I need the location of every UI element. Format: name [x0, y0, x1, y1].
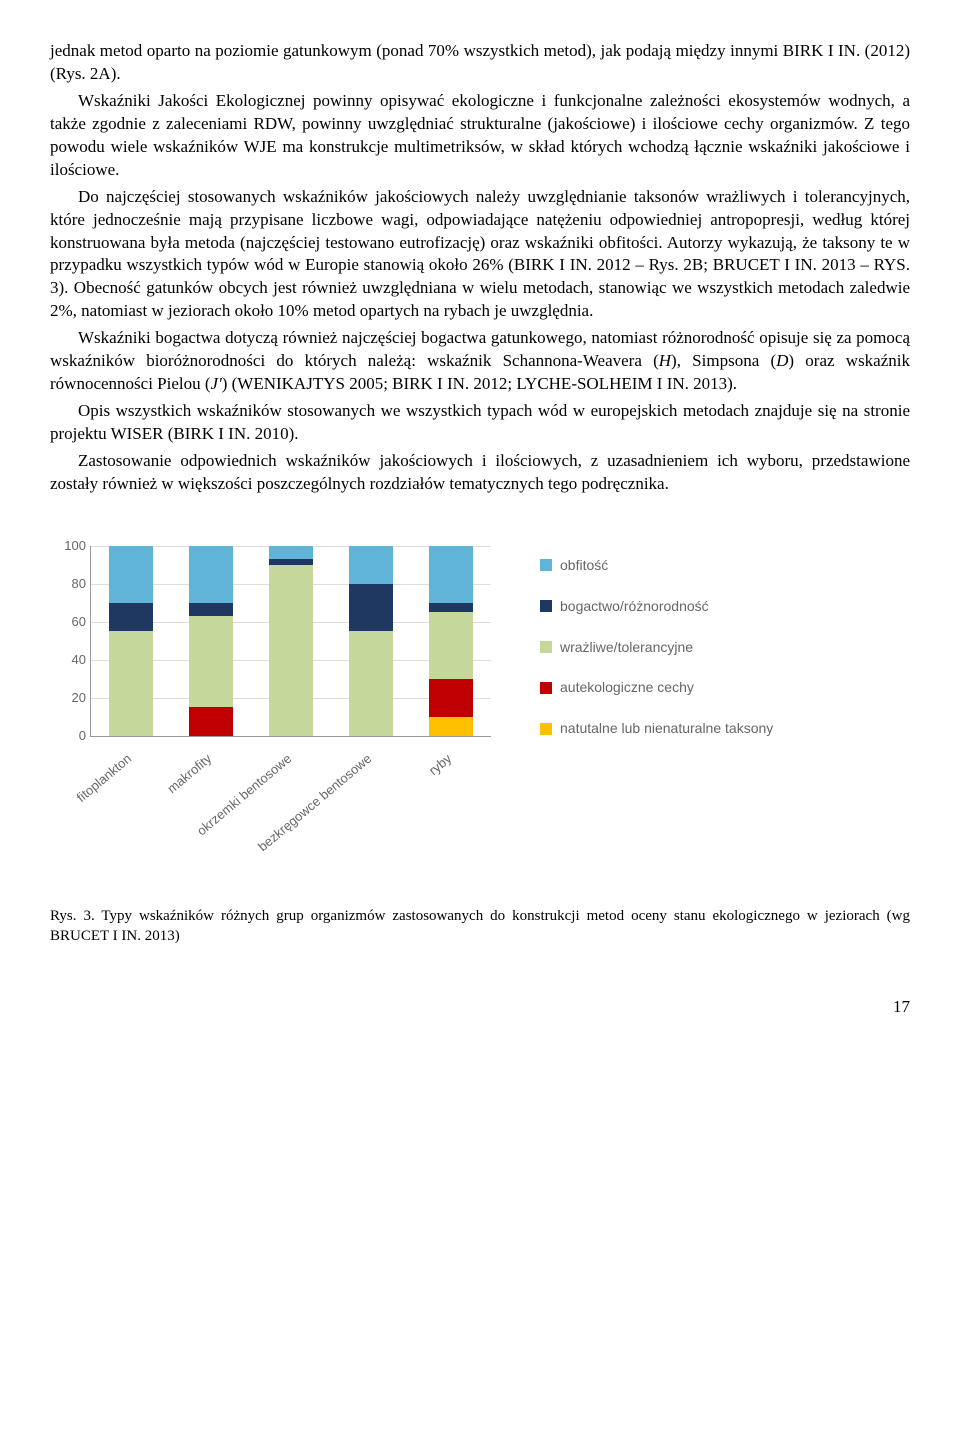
legend-label: bogactwo/różnorodność	[560, 597, 709, 616]
legend-item-obfitosc: obfitość	[540, 556, 773, 575]
bar-segment-bogactwo	[429, 603, 473, 613]
y-tick-label: 100	[60, 537, 86, 555]
bar-segment-wrazliwe	[429, 612, 473, 679]
x-tick-label: makrofity	[164, 750, 216, 797]
bar-segment-wrazliwe	[269, 565, 313, 736]
figure-3: 020406080100fitoplanktonmakrofityokrzemk…	[50, 536, 910, 876]
bar	[189, 546, 233, 736]
y-tick-label: 40	[60, 651, 86, 669]
paragraph-1: jednak metod oparto na poziomie gatunkow…	[50, 40, 910, 86]
bar	[349, 546, 393, 736]
bar-segment-wrazliwe	[189, 616, 233, 707]
bar-segment-wrazliwe	[109, 631, 153, 736]
bar-segment-natutalne	[429, 717, 473, 736]
bar-segment-obfitosc	[429, 546, 473, 603]
legend-swatch	[540, 559, 552, 571]
legend-item-autekologiczne: autekologiczne cechy	[540, 678, 773, 697]
bar	[109, 546, 153, 736]
legend-label: wrażliwe/tolerancyjne	[560, 638, 693, 657]
y-tick-label: 0	[60, 727, 86, 745]
paragraph-3: Do najczęściej stosowanych wskaźników ja…	[50, 186, 910, 324]
y-tick-label: 80	[60, 575, 86, 593]
y-tick-label: 60	[60, 613, 86, 631]
legend-swatch	[540, 600, 552, 612]
bar-segment-obfitosc	[109, 546, 153, 603]
text: ) (WENIKAJTYS 2005; BIRK I IN. 2012; LYC…	[222, 374, 737, 393]
x-tick-label: ryby	[425, 750, 455, 779]
paragraph-6: Zastosowanie odpowiednich wskaźników jak…	[50, 450, 910, 496]
bar-segment-wrazliwe	[349, 631, 393, 736]
bar	[269, 546, 313, 736]
bar	[429, 546, 473, 736]
legend-swatch	[540, 723, 552, 735]
bar-segment-bogactwo	[189, 603, 233, 616]
paragraph-5: Opis wszystkich wskaźników stosowanych w…	[50, 400, 910, 446]
legend-item-wrazliwe: wrażliwe/tolerancyjne	[540, 638, 773, 657]
var-h: H	[659, 351, 671, 370]
bar-segment-bogactwo	[349, 584, 393, 632]
var-j: J'	[211, 374, 222, 393]
legend-swatch	[540, 682, 552, 694]
bar-segment-autekologiczne	[429, 679, 473, 717]
var-d: D	[776, 351, 788, 370]
bars-container	[91, 546, 491, 736]
text: ), Simpsona (	[671, 351, 776, 370]
bar-segment-bogactwo	[109, 603, 153, 632]
x-tick-label: fitoplankton	[73, 750, 135, 806]
chart-legend: obfitość bogactwo/różnorodność wrażliwe/to…	[540, 556, 773, 760]
paragraph-4: Wskaźniki bogactwa dotyczą również najcz…	[50, 327, 910, 396]
bar-segment-obfitosc	[269, 546, 313, 559]
legend-label: natutalne lub nienaturalne taksony	[560, 719, 773, 738]
paragraph-2: Wskaźniki Jakości Ekologicznej powinny o…	[50, 90, 910, 182]
plot-area	[90, 546, 491, 737]
bar-segment-obfitosc	[349, 546, 393, 584]
y-tick-label: 20	[60, 689, 86, 707]
figure-caption: Rys. 3. Typy wskaźników różnych grup org…	[50, 906, 910, 947]
bar-segment-autekologiczne	[189, 707, 233, 736]
legend-item-natutalne: natutalne lub nienaturalne taksony	[540, 719, 773, 738]
legend-label: autekologiczne cechy	[560, 678, 694, 697]
bar-segment-obfitosc	[189, 546, 233, 603]
stacked-bar-chart: 020406080100fitoplanktonmakrofityokrzemk…	[50, 536, 510, 876]
legend-swatch	[540, 641, 552, 653]
legend-item-bogactwo: bogactwo/różnorodność	[540, 597, 773, 616]
page-number: 17	[50, 996, 910, 1019]
legend-label: obfitość	[560, 556, 608, 575]
